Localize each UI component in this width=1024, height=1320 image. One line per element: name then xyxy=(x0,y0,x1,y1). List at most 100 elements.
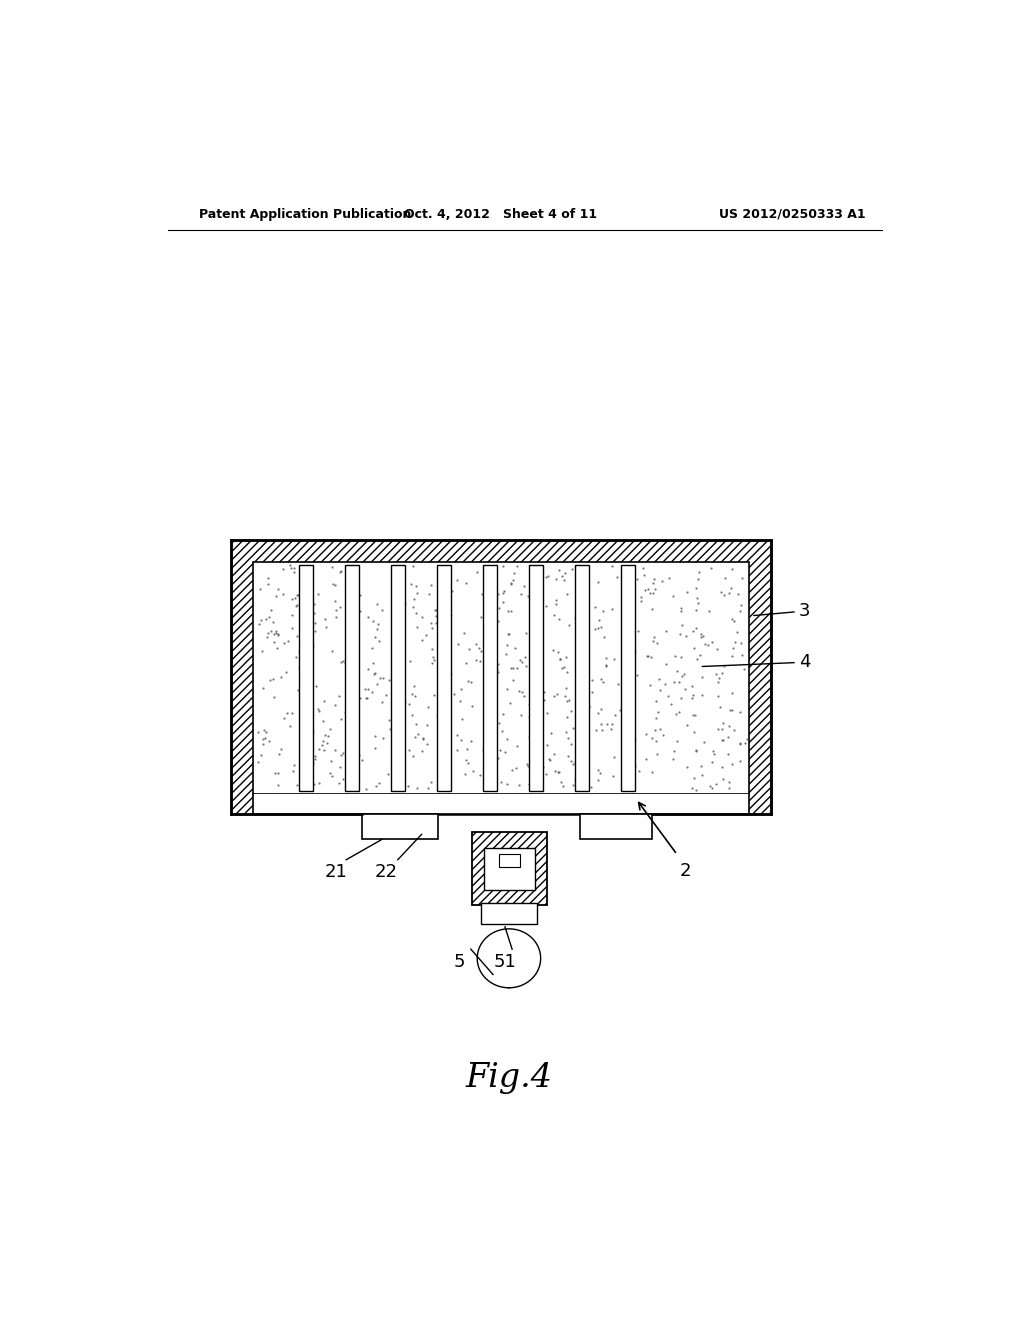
Point xyxy=(582,697,598,718)
Point xyxy=(427,599,443,620)
Point xyxy=(499,774,515,795)
Point xyxy=(528,647,545,668)
Point xyxy=(556,570,572,591)
Point xyxy=(372,631,388,652)
Point xyxy=(305,722,322,743)
Point xyxy=(325,573,341,594)
Point xyxy=(595,601,611,622)
Point xyxy=(649,743,666,764)
Point xyxy=(708,663,724,684)
Point xyxy=(565,718,582,739)
Point xyxy=(438,690,455,711)
Point xyxy=(284,616,300,638)
Point xyxy=(323,750,339,771)
Point xyxy=(590,704,606,725)
Point xyxy=(663,693,679,714)
Point xyxy=(407,685,423,706)
Point xyxy=(645,569,662,590)
Point xyxy=(406,744,422,766)
Point xyxy=(517,623,534,644)
Point xyxy=(357,779,374,800)
Point xyxy=(705,632,721,653)
Point xyxy=(593,616,609,638)
Point xyxy=(360,678,377,700)
Point xyxy=(390,615,407,636)
Point xyxy=(645,582,662,603)
Point xyxy=(251,614,267,635)
Point xyxy=(685,684,701,705)
Point xyxy=(499,678,515,700)
Point xyxy=(721,715,737,737)
Point xyxy=(333,561,349,582)
Point xyxy=(550,762,566,783)
Point xyxy=(404,684,421,705)
Point xyxy=(555,775,571,796)
Point xyxy=(367,737,383,758)
Point xyxy=(306,746,323,767)
Point xyxy=(310,698,327,719)
Point xyxy=(475,739,492,760)
Point xyxy=(687,705,703,726)
Point xyxy=(506,562,522,583)
Point xyxy=(400,693,417,714)
Point xyxy=(638,723,654,744)
Point xyxy=(644,573,660,594)
Point xyxy=(296,709,312,730)
Point xyxy=(339,739,355,760)
Point xyxy=(492,741,508,762)
Point xyxy=(391,766,408,787)
Point xyxy=(327,694,343,715)
Point xyxy=(429,704,445,725)
Point xyxy=(710,672,726,693)
Point xyxy=(554,566,570,587)
Point xyxy=(291,657,307,678)
Point xyxy=(485,730,502,751)
Point xyxy=(270,743,287,764)
Point xyxy=(328,599,344,620)
Point xyxy=(672,623,688,644)
Point xyxy=(424,652,440,673)
Point xyxy=(304,635,321,656)
Point xyxy=(298,615,314,636)
Point xyxy=(291,640,307,661)
Point xyxy=(732,632,749,653)
Point xyxy=(715,730,731,751)
Point xyxy=(432,762,449,783)
Point xyxy=(374,692,390,713)
Point xyxy=(732,733,749,754)
Point xyxy=(584,681,600,702)
Point xyxy=(566,607,583,628)
Point xyxy=(489,748,506,770)
Point xyxy=(327,739,343,760)
Bar xyxy=(472,833,547,906)
Point xyxy=(713,582,729,603)
Point xyxy=(647,578,664,599)
Point xyxy=(732,701,749,722)
Point xyxy=(386,764,402,785)
Point xyxy=(605,746,622,767)
Point xyxy=(706,743,722,764)
Point xyxy=(450,569,466,590)
Point xyxy=(314,710,331,731)
Point xyxy=(269,623,286,644)
Point xyxy=(380,764,396,785)
Point xyxy=(288,595,304,616)
Point xyxy=(294,763,310,784)
Point xyxy=(674,665,690,686)
Point xyxy=(260,623,276,644)
Text: Fig.4: Fig.4 xyxy=(466,1063,552,1094)
Point xyxy=(516,576,532,597)
Point xyxy=(265,668,282,689)
Point xyxy=(418,624,434,645)
Point xyxy=(581,696,597,717)
Point xyxy=(667,645,683,667)
Point xyxy=(578,772,594,793)
Bar xyxy=(231,540,771,814)
Point xyxy=(679,715,695,737)
Point xyxy=(489,610,506,631)
Point xyxy=(437,631,454,652)
Point xyxy=(558,677,574,698)
Point xyxy=(381,710,397,731)
Point xyxy=(693,627,710,648)
Point xyxy=(561,689,578,710)
